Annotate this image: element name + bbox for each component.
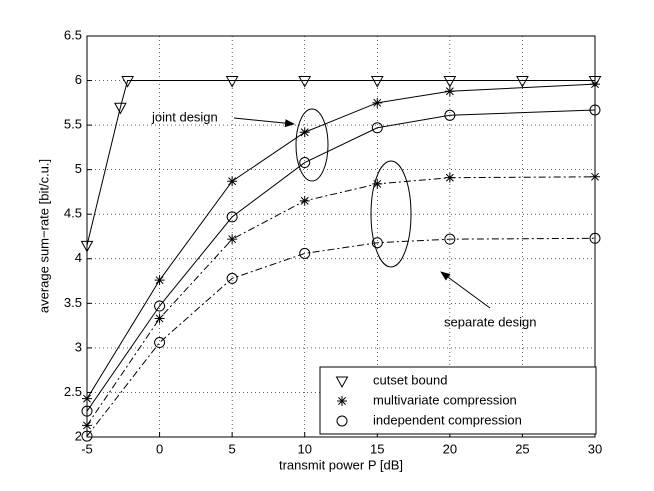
marker-circle [444, 233, 456, 245]
series-line [86, 80, 595, 246]
annotation-text: separate design [444, 314, 537, 329]
legend-label: cutset bound [373, 372, 447, 387]
marker-star [372, 97, 383, 108]
y-tick-label: 4 [75, 250, 82, 265]
arrow [440, 271, 491, 309]
y-tick-label: 6.5 [64, 27, 82, 42]
marker-star [299, 127, 310, 138]
marker-circle [226, 211, 238, 223]
series-line [86, 237, 596, 437]
x-tick-label: 25 [515, 441, 529, 456]
marker-triangle [121, 76, 134, 88]
marker-triangle [114, 102, 127, 115]
marker-star [444, 86, 455, 97]
y-tick-label: 3.5 [64, 295, 82, 310]
marker-star [372, 178, 383, 189]
legend-label: multivariate compression [373, 392, 517, 407]
marker-triangle [516, 76, 529, 88]
marker-star [154, 275, 165, 286]
x-tick-label: 15 [370, 441, 384, 456]
legend-box [319, 366, 597, 435]
y-tick-label: 6 [75, 72, 82, 87]
marker-circle [154, 337, 166, 349]
marker-triangle [335, 376, 349, 389]
marker-star [227, 176, 238, 187]
axes-box [86, 35, 596, 438]
marker-star [299, 195, 310, 206]
x-axis-label: transmit power P [dB] [279, 457, 403, 472]
marker-circle [154, 300, 166, 312]
legend: cutset bound multivariate compression inde… [319, 366, 597, 435]
ellipse [295, 108, 329, 182]
marker-circle [371, 122, 383, 134]
y-tick-label: 3 [75, 339, 82, 354]
series-line [86, 109, 596, 412]
y-tick-label: 5 [75, 161, 82, 176]
annotation-joint: joint design [151, 108, 329, 182]
ellipse [370, 160, 412, 268]
x-tick-label: 10 [297, 441, 311, 456]
arrow [233, 117, 295, 128]
marker-triangle [370, 76, 384, 88]
marker-circle [299, 157, 311, 169]
annotation-separate: separate design [370, 160, 537, 329]
y-tick-label: 2 [75, 428, 82, 443]
x-tick-label: 0 [156, 441, 163, 456]
marker-circle [226, 272, 238, 284]
y-tick-label: 2.5 [64, 384, 82, 399]
x-tick-label: 30 [588, 441, 602, 456]
x-tick-label: 20 [443, 441, 457, 456]
marker-star [227, 234, 238, 245]
x-tick-label: 5 [229, 441, 236, 456]
marker-star [444, 172, 455, 183]
marker-star [337, 396, 347, 406]
marker-triangle [443, 76, 457, 88]
marker-triangle [298, 76, 312, 88]
marker-star [154, 313, 165, 324]
marker-circle [299, 247, 311, 259]
marker-circle [444, 109, 456, 121]
legend-label: independent compression [373, 412, 522, 427]
annotation-text: joint design [151, 109, 218, 124]
y-axis-label: average sum−rate [bit/c.u.] [36, 159, 51, 313]
marker-triangle [225, 76, 239, 88]
x-tick-label: -5 [81, 441, 93, 456]
marker-circle [371, 237, 383, 249]
y-tick-label: 4.5 [64, 206, 82, 221]
y-tick-label: 5.5 [64, 117, 82, 132]
marker-circle [336, 415, 348, 427]
